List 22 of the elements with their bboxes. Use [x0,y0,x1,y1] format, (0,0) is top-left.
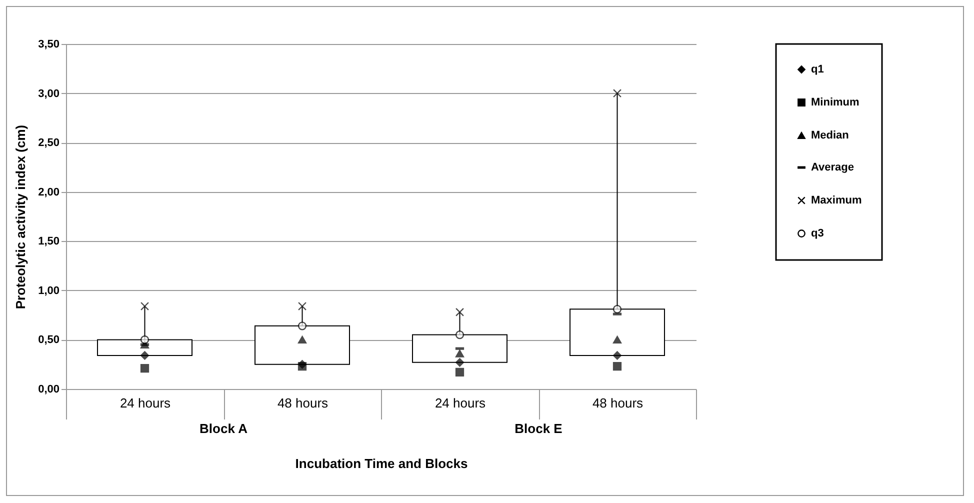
legend-label: q1 [811,64,824,76]
legend-label: Median [811,130,850,142]
y-tick-label: 3,50 [38,38,60,50]
legend-label: Average [811,162,854,174]
legend-label: Maximum [811,194,862,206]
y-tick-label: 2,00 [38,186,60,198]
y-axis-title: Proteolytic activity index (cm) [13,124,28,310]
y-tick-label: 0,00 [38,384,60,396]
legend-label: Minimum [811,96,860,108]
x-tick-label: 48 hours [277,396,329,410]
y-tick-label: 1,00 [38,284,60,297]
y-tick-label: 0,50 [38,334,60,346]
x-tick-label: 24 hours [120,396,172,410]
x-tick-label: 24 hours [434,396,486,410]
text: Block A [200,421,248,436]
y-tick-label: 1,50 [38,236,60,248]
y-tick-label: 3,00 [38,88,60,100]
x-axis-title: Incubation Time and Blocks [295,456,468,471]
text: Block E [514,421,563,436]
y-tick-label: 2,50 [38,137,60,150]
x-tick-label: 48 hours [592,396,644,410]
legend-label: q3 [811,228,824,240]
